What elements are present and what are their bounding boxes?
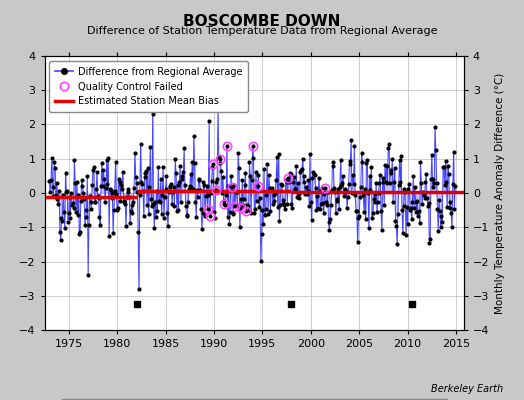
Legend: Station Move, Record Gap, Time of Obs. Change, Empirical Break: Station Move, Record Gap, Time of Obs. C… — [61, 398, 447, 400]
Text: Berkeley Earth: Berkeley Earth — [431, 384, 503, 394]
Text: BOSCOMBE DOWN: BOSCOMBE DOWN — [183, 14, 341, 29]
Text: Difference of Station Temperature Data from Regional Average: Difference of Station Temperature Data f… — [87, 26, 437, 36]
Y-axis label: Monthly Temperature Anomaly Difference (°C): Monthly Temperature Anomaly Difference (… — [495, 72, 505, 314]
